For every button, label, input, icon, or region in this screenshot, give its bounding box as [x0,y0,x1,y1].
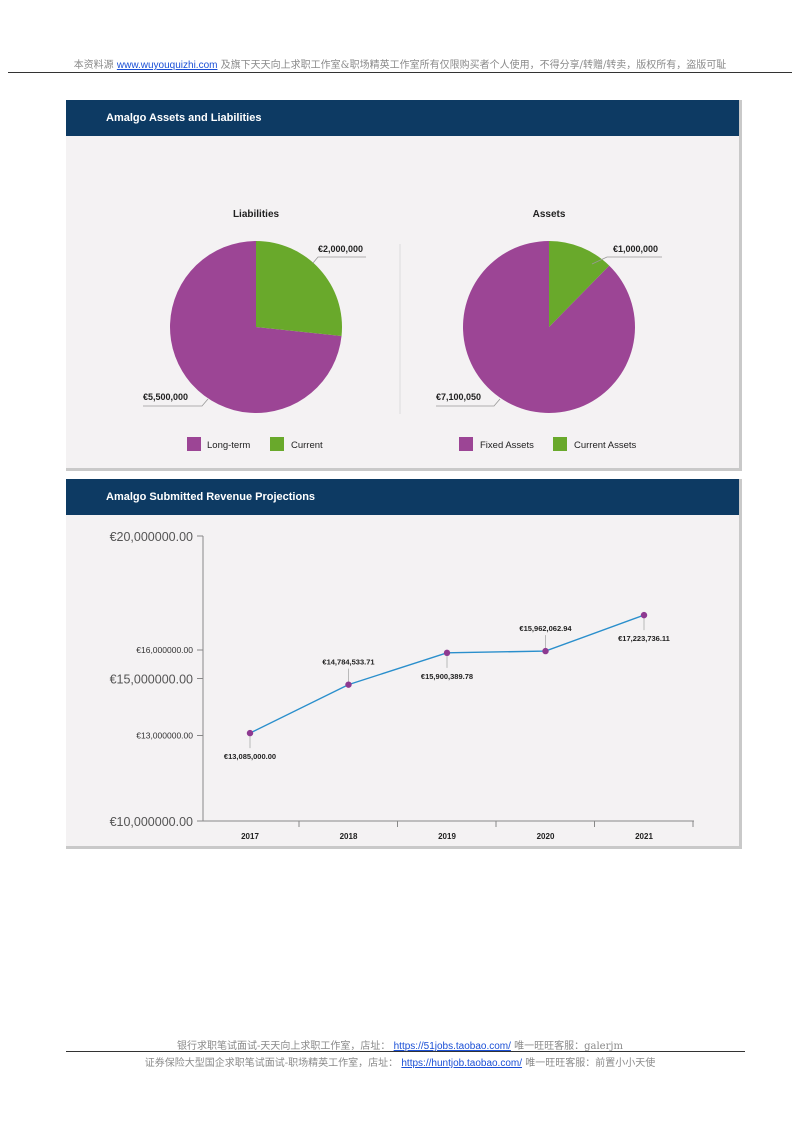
y-tick-label: €13,000000.00 [136,731,193,741]
footer-rule [66,1051,745,1052]
panel-title: Amalgo Submitted Revenue Projections [66,479,739,515]
slice-label-long-term: €5,500,000 [143,392,188,402]
header-link[interactable]: www.wuyouquizhi.com [116,60,218,71]
legend-swatch-current [270,437,284,451]
pie-slice-current [256,241,342,336]
header-text-after: 及旗下天天向上求职工作室&职场精英工作室所有仅限购买者个人使用，不得分享/转赠/… [220,60,727,71]
data-point [640,611,648,619]
x-tick-label: 2021 [635,832,653,841]
footer-text: 银行求职笔试面试-天天向上求职工作室，店址： [177,1041,391,1052]
slice-label-current-assets: €1,000,000 [613,244,658,254]
header-rule [8,72,792,73]
legend-label-fixed-assets: Fixed Assets [480,440,534,451]
legend-label-current-assets: Current Assets [574,440,637,451]
assets-title: Assets [533,209,566,220]
data-label: €15,900,389.78 [421,672,473,681]
y-tick-label: €15,000000.00 [110,673,193,687]
x-tick-label: 2019 [438,832,456,841]
liabilities-title: Liabilities [233,209,280,220]
pie-slice-current-assets [549,241,610,327]
y-tick-label: €16,000000.00 [136,645,193,655]
assets-liabilities-panel: Amalgo Assets and Liabilities Liabilitie… [66,100,742,471]
slice-label-fixed-assets: €7,100,050 [436,392,481,402]
data-label: €13,085,000.00 [224,752,276,761]
page-header: 本资料源 www.wuyouquizhi.com 及旗下天天向上求职工作室&职场… [0,56,800,71]
y-ticks: €10,000000.00 €13,000000.00 €15,000000.00 €… [110,530,203,829]
assets-pie: Assets €1,000,000 €7,100,050 Fixed Asset… [436,209,662,451]
leader-line [312,256,366,264]
leader-line [436,398,501,407]
line-chart: €10,000000.00 €13,000000.00 €15,000000.00 €… [110,530,694,841]
x-tick-label: 2018 [340,832,358,841]
legend-swatch-fixed-assets [459,437,473,451]
data-label: €15,962,062.94 [519,624,572,633]
footer-text: 唯一旺旺客服：galerjm [514,1041,623,1052]
footer-text: 唯一旺旺客服：前置小小天使 [525,1058,656,1069]
footer-link-huntjob[interactable]: https://huntjob.taobao.com/ [401,1058,523,1069]
x-tick-label: 2020 [537,832,555,841]
liabilities-pie: Liabilities €2,000,000 €5,500,000 Long-t… [143,209,366,451]
leader-line [591,256,662,265]
header-text-before: 本资料源 [73,60,114,71]
legend-label-current: Current [291,440,323,451]
slice-label-current: €2,000,000 [318,244,363,254]
pie-slice-long-term [170,241,342,413]
footer-line-2: 证券保险大型国企求职笔试面试-职场精英工作室，店址： https://huntj… [0,1054,800,1069]
y-tick-label: €20,000000.00 [110,530,193,544]
x-ticks: 2017 2018 2019 2020 2021 [241,821,694,841]
pie-charts: Liabilities €2,000,000 €5,500,000 Long-t… [143,209,662,451]
data-points: €13,085,000.00 €14,784,533.71 €15,900,389.… [224,611,670,761]
data-label: €17,223,736.11 [618,634,670,643]
panel-title: Amalgo Assets and Liabilities [66,100,739,136]
footer-text: 证券保险大型国企求职笔试面试-职场精英工作室，店址： [144,1058,399,1069]
data-point [443,649,451,657]
x-tick-label: 2017 [241,832,259,841]
data-point [345,681,352,688]
y-tick-label: €10,000000.00 [110,815,193,829]
legend-swatch-long-term [187,437,201,451]
footer-link-51jobs[interactable]: https://51jobs.taobao.com/ [393,1041,511,1052]
leader-line [143,398,209,407]
data-label: €14,784,533.71 [322,658,374,667]
legend-swatch-current-assets [553,437,567,451]
revenue-projections-panel: Amalgo Submitted Revenue Projections €10… [66,479,742,849]
legend-label-long-term: Long-term [207,440,250,451]
data-point [246,729,254,737]
footer-line-1: 银行求职笔试面试-天天向上求职工作室，店址： https://51jobs.ta… [0,1037,800,1052]
data-point [542,647,549,655]
